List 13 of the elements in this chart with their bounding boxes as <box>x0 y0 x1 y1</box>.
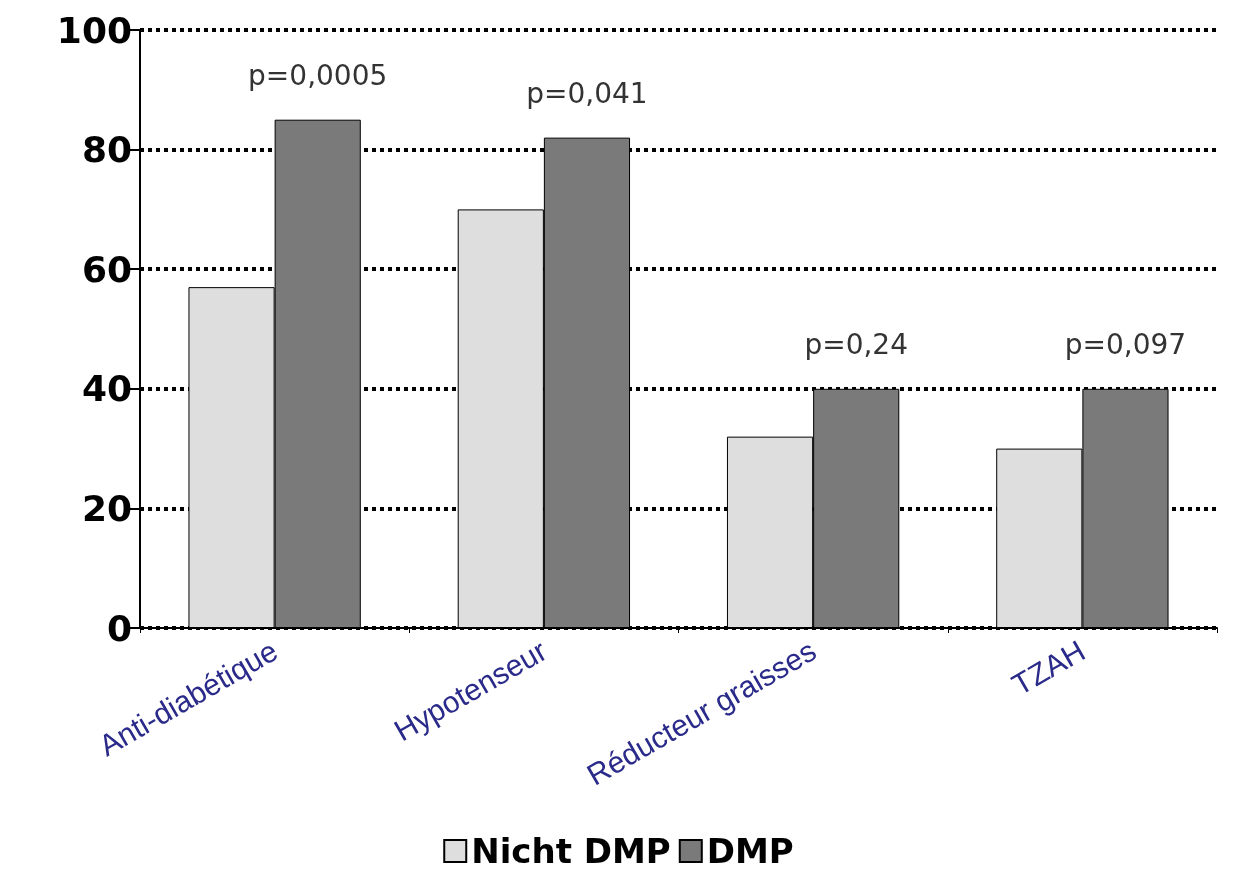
y-tick-label: 80 <box>81 129 132 171</box>
x-tick-label: TZAH <box>1006 633 1091 702</box>
y-tick-label: 40 <box>81 368 132 410</box>
y-tick-label: 60 <box>81 248 132 290</box>
annotation: p=0,0005 <box>248 58 388 92</box>
annotation: p=0,24 <box>804 327 908 361</box>
annotation: p=0,041 <box>526 76 648 110</box>
legend-label: DMP <box>706 831 794 871</box>
legend-label: Nicht DMP <box>471 831 671 871</box>
y-tick-label: 20 <box>81 487 132 529</box>
y-tick-label: 0 <box>106 607 132 649</box>
annotation: p=0,097 <box>1064 327 1187 361</box>
y-tick-label: 100 <box>56 9 132 51</box>
